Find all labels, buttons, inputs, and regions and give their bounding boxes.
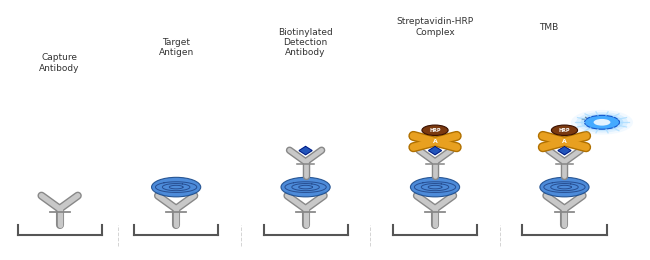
Text: A: A [562,139,567,144]
Text: TMB: TMB [539,23,558,32]
Circle shape [571,110,633,135]
Circle shape [422,125,448,135]
Text: Capture
Antibody: Capture Antibody [40,53,80,73]
Circle shape [281,177,330,197]
Circle shape [580,114,623,131]
Circle shape [151,177,201,197]
Text: A: A [433,139,437,144]
Polygon shape [428,146,441,155]
Text: Streptavidin-HRP
Complex: Streptavidin-HRP Complex [396,17,474,37]
Text: Target
Antigen: Target Antigen [159,38,194,57]
Circle shape [576,112,628,133]
Text: Biotinylated
Detection
Antibody: Biotinylated Detection Antibody [278,28,333,57]
Circle shape [551,125,578,135]
Polygon shape [558,146,571,155]
Circle shape [584,115,619,129]
Circle shape [410,177,460,197]
Circle shape [540,177,589,197]
Polygon shape [299,146,312,155]
Text: HRP: HRP [559,128,570,133]
Text: HRP: HRP [429,128,441,133]
Circle shape [593,119,610,126]
